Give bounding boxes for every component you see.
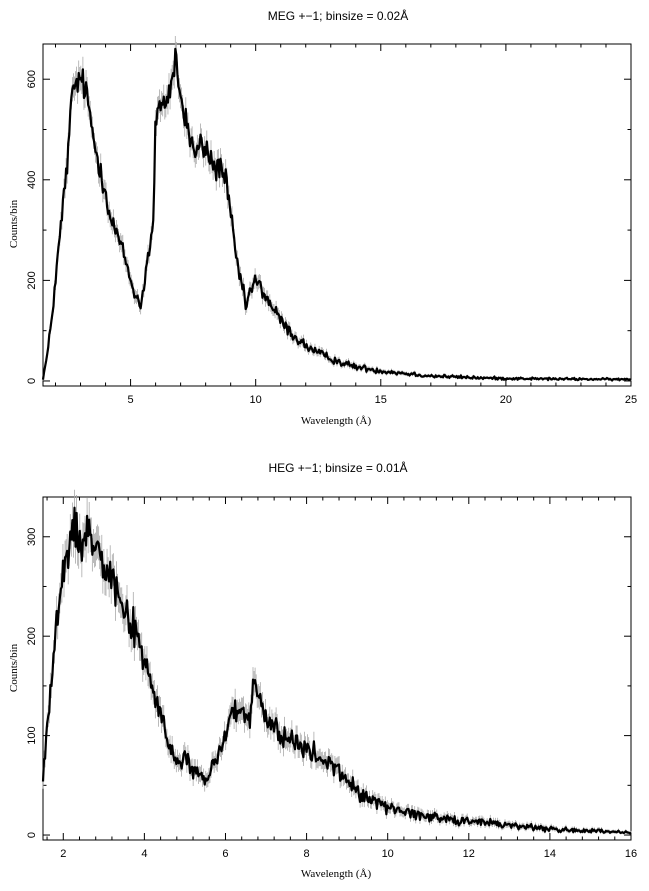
heg-plot-frame — [42, 496, 632, 841]
heg-spectrum-line — [41, 506, 632, 835]
heg-x-tick-label: 6 — [222, 848, 228, 860]
heg-x-tick-label: 14 — [544, 848, 556, 860]
heg-x-axis-label: Wavelength (Å) — [301, 868, 372, 880]
heg-y-tick-label: 0 — [26, 832, 38, 838]
meg-panel: MEG +−1; binsize = 0.02Å Counts/bin Wave… — [8, 8, 637, 427]
heg-chart-title: HEG +−1; binsize = 0.01Å — [268, 460, 407, 475]
heg-y-tick-label: 200 — [26, 627, 38, 645]
meg-x-axis-label: Wavelength (Å) — [301, 415, 372, 427]
meg-x-tick-label: 10 — [250, 394, 262, 406]
heg-y-tick-label: 100 — [26, 726, 38, 744]
heg-y-tick-label: 300 — [26, 528, 38, 546]
heg-x-tick-label: 16 — [625, 848, 637, 860]
meg-x-tick-label: 20 — [500, 394, 512, 406]
meg-x-tick-label: 5 — [128, 394, 134, 406]
meg-error-bars — [42, 35, 632, 381]
meg-y-tick-label: 600 — [26, 70, 38, 88]
meg-x-tick-label: 15 — [375, 394, 387, 406]
meg-x-tick-label: 25 — [625, 394, 637, 406]
meg-y-tick-label: 400 — [26, 171, 38, 189]
heg-x-tick-label: 12 — [463, 848, 475, 860]
heg-panel: HEG +−1; binsize = 0.01Å Counts/bin Wave… — [8, 460, 637, 880]
heg-y-axis-label: Counts/bin — [8, 643, 20, 692]
heg-x-tick-label: 10 — [382, 848, 394, 860]
meg-y-tick-label: 0 — [26, 378, 38, 384]
heg-x-tick-label: 2 — [60, 848, 66, 860]
meg-spectrum-line — [41, 47, 632, 382]
heg-error-bars — [42, 489, 632, 835]
meg-y-tick-label: 200 — [26, 271, 38, 289]
meg-y-axis-label: Counts/bin — [8, 199, 20, 248]
heg-x-tick-label: 4 — [141, 848, 147, 860]
meg-chart-title: MEG +−1; binsize = 0.02Å — [268, 8, 408, 23]
meg-plot-frame — [42, 43, 632, 387]
heg-x-tick-label: 8 — [304, 848, 310, 860]
